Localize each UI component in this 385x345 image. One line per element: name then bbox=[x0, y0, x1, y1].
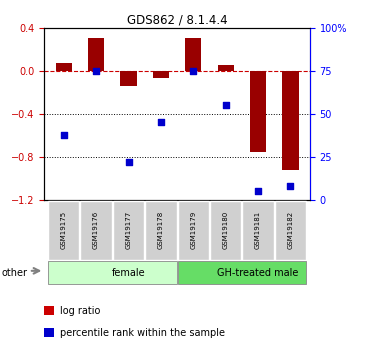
Text: GH-treated male: GH-treated male bbox=[218, 268, 299, 277]
FancyBboxPatch shape bbox=[145, 201, 177, 260]
Title: GDS862 / 8.1.4.4: GDS862 / 8.1.4.4 bbox=[127, 13, 228, 27]
Point bbox=[190, 68, 196, 73]
Text: GSM19178: GSM19178 bbox=[158, 211, 164, 249]
Bar bbox=[218, 65, 234, 71]
Point bbox=[60, 132, 67, 137]
FancyBboxPatch shape bbox=[177, 201, 209, 260]
Text: GSM19180: GSM19180 bbox=[223, 211, 229, 249]
Text: GSM19176: GSM19176 bbox=[93, 211, 99, 249]
Text: GSM19175: GSM19175 bbox=[61, 211, 67, 249]
Bar bbox=[88, 38, 104, 71]
Text: female: female bbox=[112, 268, 145, 277]
Bar bbox=[185, 38, 201, 71]
Bar bbox=[121, 71, 137, 86]
Point bbox=[288, 184, 294, 189]
FancyBboxPatch shape bbox=[177, 262, 306, 284]
Point bbox=[158, 120, 164, 125]
Text: GSM19177: GSM19177 bbox=[126, 211, 132, 249]
FancyBboxPatch shape bbox=[243, 201, 274, 260]
Bar bbox=[250, 71, 266, 151]
FancyBboxPatch shape bbox=[48, 201, 79, 260]
Bar bbox=[282, 71, 299, 170]
Point bbox=[255, 189, 261, 194]
FancyBboxPatch shape bbox=[210, 201, 241, 260]
FancyBboxPatch shape bbox=[48, 262, 177, 284]
Point bbox=[223, 102, 229, 108]
Bar bbox=[153, 71, 169, 78]
Point bbox=[126, 159, 132, 165]
Text: GSM19179: GSM19179 bbox=[190, 211, 196, 249]
Text: other: other bbox=[2, 268, 28, 277]
FancyBboxPatch shape bbox=[275, 201, 306, 260]
Point bbox=[93, 68, 99, 73]
Text: percentile rank within the sample: percentile rank within the sample bbox=[60, 328, 225, 338]
Text: GSM19182: GSM19182 bbox=[288, 211, 293, 249]
FancyBboxPatch shape bbox=[113, 201, 144, 260]
FancyBboxPatch shape bbox=[80, 201, 112, 260]
Text: log ratio: log ratio bbox=[60, 306, 100, 315]
Text: GSM19181: GSM19181 bbox=[255, 211, 261, 249]
Bar bbox=[55, 63, 72, 71]
